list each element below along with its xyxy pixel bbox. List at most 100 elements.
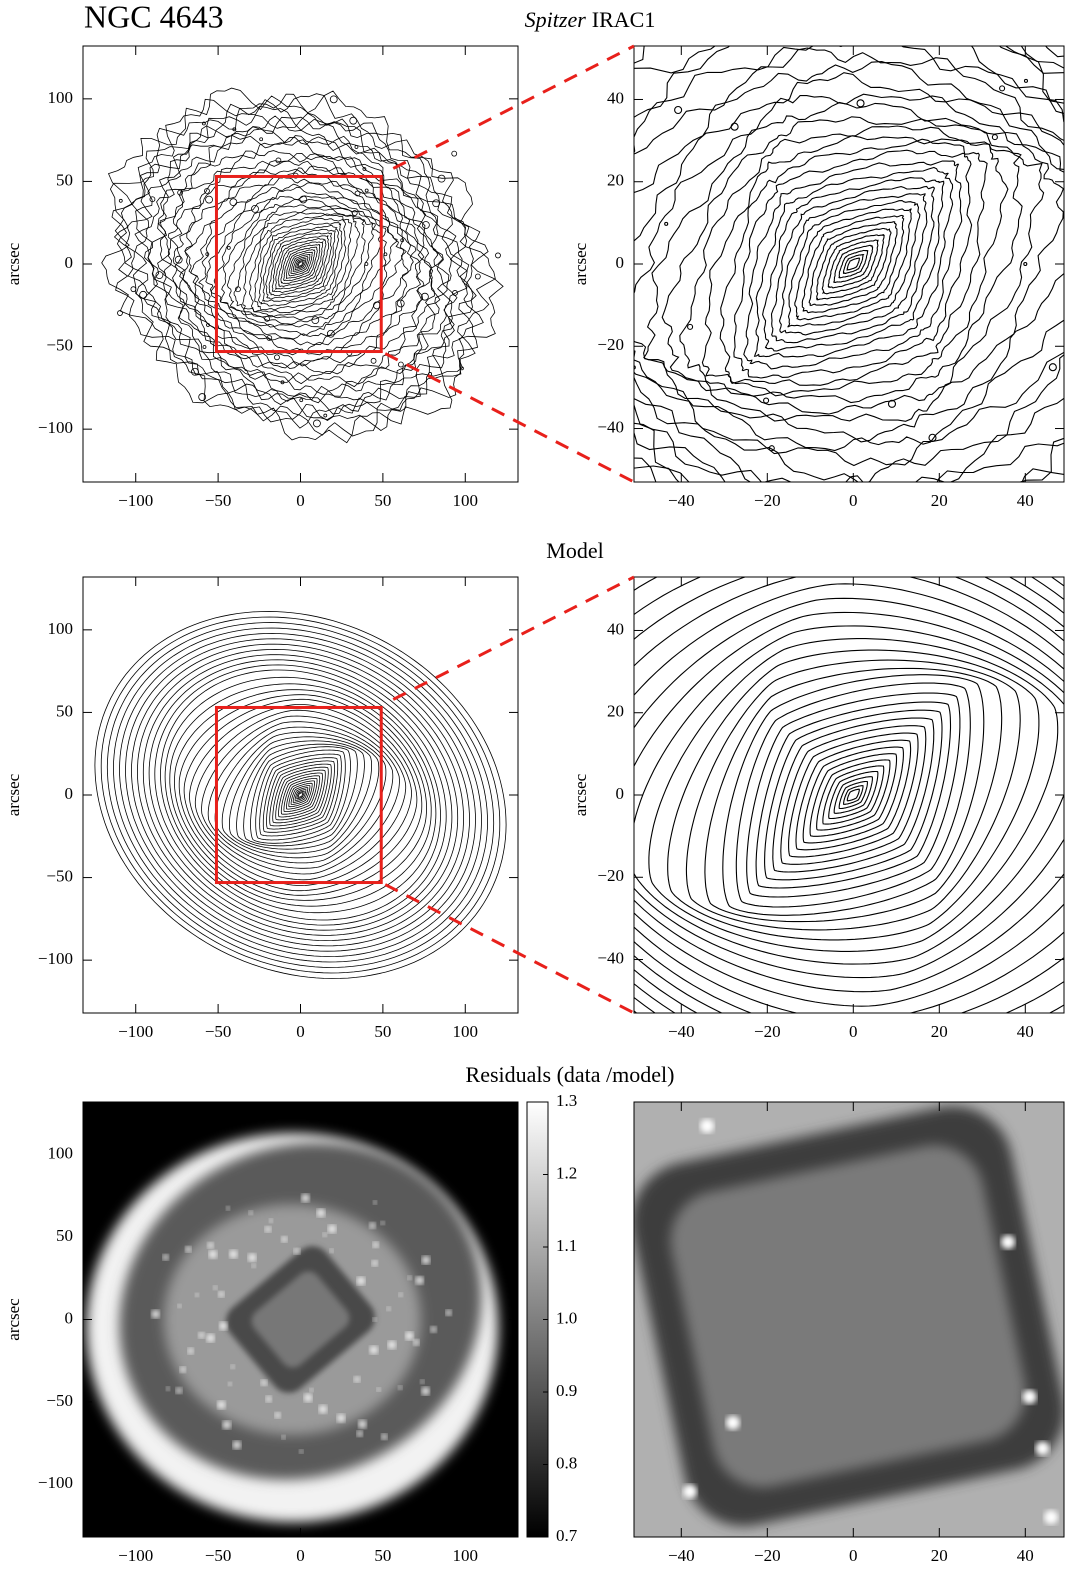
contour: [111, 93, 489, 431]
contour-knot: [323, 413, 328, 418]
contour: [753, 166, 954, 358]
panel: [634, 1102, 1064, 1537]
residual-spot: [420, 1379, 425, 1384]
panel: [94, 611, 507, 979]
contour: [846, 257, 861, 272]
residual-spot: [316, 1208, 325, 1217]
residual-spot: [407, 1275, 412, 1280]
residual-spot: [358, 1420, 367, 1429]
contour-knot: [370, 357, 377, 364]
residual-core: [251, 1271, 350, 1368]
contour: [294, 258, 307, 271]
contour: [634, 46, 1064, 482]
residual-spot: [175, 1387, 182, 1394]
zoom-box: [214, 705, 383, 885]
contour-knot: [495, 252, 501, 259]
residual-spot: [198, 1332, 205, 1339]
residual-spot: [261, 1379, 268, 1386]
contour-knot: [198, 393, 207, 401]
contour: [335, 0, 1073, 709]
residual-spot: [381, 1433, 388, 1440]
contour: [822, 765, 885, 825]
contour: [259, 753, 342, 837]
y-tick-label: −100: [38, 949, 73, 968]
contour-knot: [464, 100, 469, 105]
contour: [164, 676, 437, 914]
contour: [207, 721, 394, 869]
contour: [236, 740, 365, 850]
contour-knot: [793, 4, 798, 9]
residual-spot: [725, 1415, 740, 1430]
contour: [762, 177, 945, 352]
x-tick-label: 0: [296, 491, 305, 510]
residual-spot: [328, 1224, 337, 1233]
contour-knot: [149, 196, 156, 203]
contour: [843, 785, 864, 805]
residual-spot: [165, 1386, 170, 1391]
contour-knot: [354, 190, 361, 197]
residual-spot: [206, 1334, 215, 1343]
y-tick-label: 50: [56, 170, 73, 189]
y-tick-label: 50: [56, 701, 73, 720]
colorbar-tick-label: 1.0: [556, 1308, 577, 1327]
residual-spot: [208, 1250, 217, 1259]
residual-spot: [329, 1248, 334, 1253]
contour-knot: [601, 469, 604, 472]
contour: [147, 126, 458, 404]
residual-spot: [445, 1309, 452, 1316]
contour-knot: [191, 367, 199, 376]
contour: [167, 152, 434, 375]
contour: [243, 743, 358, 847]
contour: [94, 611, 507, 979]
contour-knot: [664, 221, 669, 226]
row-title-text: IRAC1: [592, 7, 656, 32]
x-tick-label: 40: [1017, 491, 1034, 510]
contour-knot: [482, 288, 489, 295]
contour: [136, 648, 465, 942]
contour-knot: [313, 419, 321, 428]
residual-spot: [222, 1420, 231, 1429]
contour: [764, 709, 943, 881]
residual-spot: [232, 1440, 241, 1449]
contour: [109, 93, 496, 437]
contour: [201, 715, 400, 875]
contour-knot: [532, 250, 539, 257]
contour: [258, 222, 343, 307]
contour: [292, 256, 309, 272]
contour-knot: [229, 198, 238, 207]
residual-spot: [304, 1393, 313, 1402]
contour-knot: [421, 221, 430, 229]
residual-spot: [251, 1263, 256, 1268]
contour: [770, 185, 936, 344]
residual-spot: [265, 1396, 272, 1403]
contour: [743, 160, 963, 370]
y-tick-label: 0: [65, 1308, 74, 1327]
contour-knot: [856, 99, 865, 108]
residual-spot: [356, 1276, 365, 1285]
contour: [780, 725, 927, 865]
contour: [634, 93, 1064, 443]
contour-knot: [117, 310, 123, 316]
contour-knot: [537, 84, 542, 89]
residual-spot: [387, 1340, 396, 1349]
panel: [634, 577, 1064, 1013]
colorbar-tick-label: 1.3: [556, 1091, 577, 1110]
y-tick-label: −100: [38, 418, 73, 437]
contour: [795, 739, 912, 851]
contour-knot: [437, 174, 446, 183]
residual-spot: [151, 1310, 160, 1319]
x-tick-label: −40: [668, 491, 695, 510]
residual-spot: [413, 1339, 420, 1346]
x-tick-label: −100: [118, 1546, 153, 1565]
contour-knot: [349, 116, 358, 125]
contour: [266, 760, 335, 830]
contour: [719, 138, 988, 386]
contour: [189, 704, 412, 886]
x-tick-label: 100: [453, 1022, 479, 1041]
contour: [130, 112, 474, 421]
y-tick-label: 0: [65, 253, 74, 272]
contour: [833, 244, 874, 284]
residual-spot: [301, 1193, 310, 1202]
contour: [634, 583, 1064, 1007]
contour: [184, 167, 417, 356]
